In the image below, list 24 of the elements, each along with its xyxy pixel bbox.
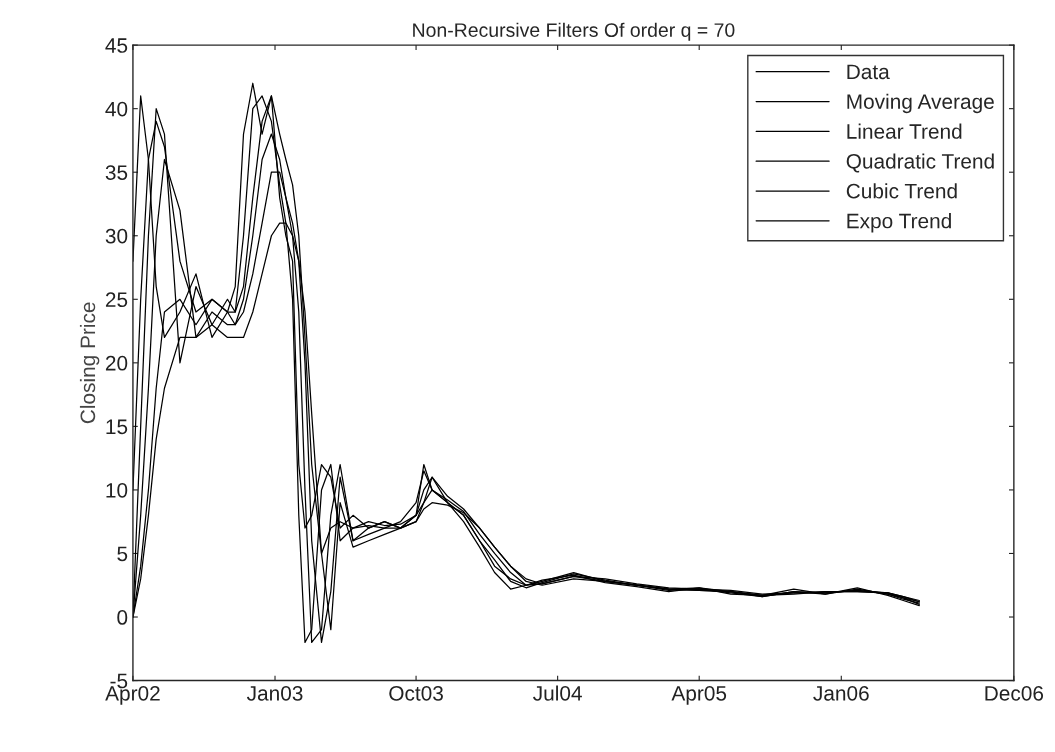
- y-tick-label: 25: [105, 292, 128, 308]
- legend-label: Data: [847, 64, 890, 80]
- y-tick-label: 40: [105, 101, 128, 117]
- x-tick-label: Apr05: [671, 685, 727, 705]
- y-tick-label: 15: [106, 419, 128, 435]
- y-tick-label: 35: [105, 165, 128, 180]
- x-tick-label: Jan06: [813, 685, 869, 701]
- legend-label: Expo Trend: [847, 213, 951, 233]
- y-tick-label: 20: [105, 355, 128, 371]
- legend-label: Moving Average: [847, 93, 994, 114]
- x-tick-label: Jan03: [246, 685, 303, 701]
- x-tick-label: Oct03: [389, 685, 443, 701]
- chart-title: Non-Recursive Filters Of order q = 70: [413, 22, 735, 41]
- y-tick-label: 5: [117, 546, 128, 562]
- y-tick-label: 0: [117, 610, 128, 625]
- y-axis-title: Closing Price: [79, 302, 100, 424]
- x-tick-label: Jul04: [533, 685, 582, 701]
- legend-label: Cubic Trend: [846, 183, 957, 199]
- y-tick-label: 45: [105, 38, 128, 53]
- y-tick-label: 10: [106, 482, 128, 498]
- legend-label: Linear Trend: [847, 123, 962, 139]
- legend-label: Quadratic Trend: [846, 153, 994, 173]
- x-tick-label: Dec06: [985, 685, 1044, 701]
- y-tick-label: 30: [105, 228, 128, 244]
